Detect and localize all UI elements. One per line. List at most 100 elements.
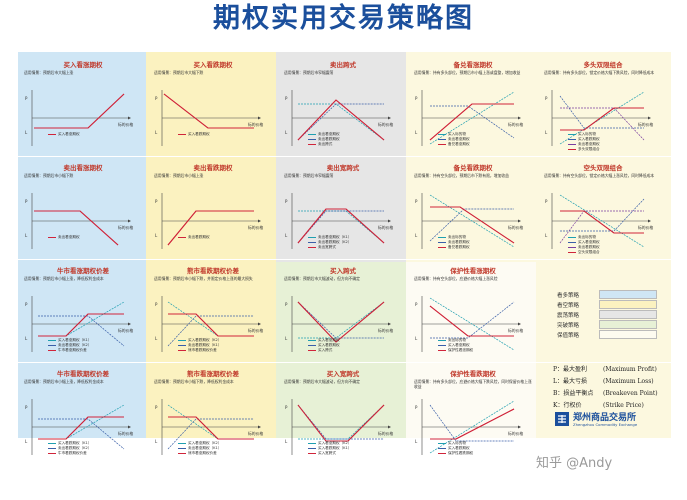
strategy-legend-item: 牛市看涨期权价差 <box>48 348 87 353</box>
row-divider <box>18 259 671 260</box>
legend-line-icon <box>178 447 186 449</box>
legend-line-icon <box>438 452 446 454</box>
axis-l-label: L <box>155 233 158 238</box>
strategy-payoff-line <box>429 305 514 337</box>
legend-label: 买入看涨期权 <box>318 338 340 342</box>
key-swatch <box>599 300 657 309</box>
legend-label: 保护性看涨期权 <box>448 348 474 352</box>
strategy-payoff-line <box>34 210 119 246</box>
axis-x-label: 标的价格 <box>118 225 133 230</box>
strategy-payoff-line <box>38 416 124 440</box>
strategy-description: 适用情景：预期后市小幅下跌，并限定价格上涨的最大损失 <box>154 276 253 281</box>
component-payoff-line <box>297 103 384 141</box>
legend-line-icon <box>568 148 576 150</box>
strategy-short-straddle: P L 标的价格 卖出跨式 适用情景：预期后市窄幅震荡 卖出看涨期权 卖出看跌期权 卖出跨式 <box>278 56 408 152</box>
strategy-legend-item: 买入看跌期权（K1） <box>308 446 351 451</box>
strategy-title: 卖出宽跨式 <box>326 164 360 172</box>
strategy-payoff-line <box>297 99 385 141</box>
legend-label: 卖出看涨期权（K1） <box>188 446 222 450</box>
legend-line-icon <box>308 138 316 140</box>
payoff-diagram: P L 标的价格 <box>155 193 263 249</box>
abbr-en: (Maximum Profit) <box>603 366 657 373</box>
legend-line-icon <box>568 241 576 243</box>
legend-label: 买入标的物 <box>448 132 466 136</box>
strategy-legend-item: 买入看涨期权 <box>438 343 470 348</box>
legend-line-icon <box>568 138 576 140</box>
legend-line-icon <box>308 442 316 444</box>
x-axis-arrow-icon <box>128 322 131 326</box>
strategy-legend-item: 卖出看跌期权 <box>438 240 470 245</box>
strategy-description: 适用情景：持有空头部位，应避价格大幅上涨风险 <box>414 276 498 281</box>
strategy-legend-item: 卖出看涨期权（K2） <box>48 343 91 348</box>
payoff-diagram: P L 标的价格 <box>545 193 653 249</box>
strategy-payoff-line <box>38 416 124 440</box>
key-label: 看多策略 <box>557 293 580 299</box>
legend-label: 买入宽跨式 <box>318 451 336 455</box>
x-axis-arrow-icon <box>388 322 391 326</box>
axis-l-label: L <box>25 336 28 341</box>
strategy-legend-item: 买入看跌期权 <box>178 132 210 137</box>
key-swatch <box>599 320 657 329</box>
legend-label: 卖出看跌期权（K1） <box>188 343 222 347</box>
legend-line-icon <box>438 344 446 346</box>
legend-label: 卖出看涨期权 <box>448 137 470 141</box>
legend-line-icon <box>48 447 56 449</box>
strategy-payoff-line <box>297 301 385 343</box>
legend-line-icon <box>48 236 56 238</box>
component-payoff-line <box>167 301 254 337</box>
strategy-legend-item: 卖出看跌期权（K2） <box>48 446 91 451</box>
abbr-en: (Breakeven Point) <box>603 390 658 397</box>
axis-p-label: P <box>285 199 288 204</box>
legend-line-icon <box>178 452 186 454</box>
strategy-legend-item: 卖出看跌期权（K1） <box>178 343 221 348</box>
strategy-title: 保护性看涨期权 <box>450 267 496 275</box>
axis-x-label: 标的价格 <box>638 225 653 230</box>
axis-p-label: P <box>25 405 28 410</box>
strategy-legend-item: 买入标的物 <box>438 441 466 446</box>
strategy-payoff-line <box>430 408 515 440</box>
strategy-legend-item: 卖出看涨期权 <box>568 142 600 147</box>
axis-x-label: 标的价格 <box>508 431 523 436</box>
abbr-row: L：最大亏损 (Maximum Loss) <box>553 376 673 388</box>
strategy-legend-item: 保护性看涨期权 <box>438 348 473 353</box>
axis-l-label: L <box>545 233 548 238</box>
payoff-diagram: P L 标的价格 <box>25 296 133 352</box>
legend-line-icon <box>308 241 316 243</box>
legend-line-icon <box>438 447 446 449</box>
legend-label: 卖出标的物 <box>448 235 466 239</box>
legend-line-icon <box>568 133 576 135</box>
x-axis-arrow-icon <box>388 116 391 120</box>
payoff-diagram: P L 标的价格 <box>155 296 263 352</box>
x-axis-arrow-icon <box>518 322 521 326</box>
strategy-legend-item: 卖出标的物 <box>438 235 466 240</box>
strategy-description: 适用情景：预期后市大幅下跌 <box>154 70 204 75</box>
payoff-diagram: P L 标的价格 <box>25 90 133 146</box>
axis-l-label: L <box>25 233 28 238</box>
axis-x-label: 标的价格 <box>508 328 523 333</box>
legend-label: 买入看涨期权（K2） <box>318 441 352 445</box>
strategy-legend-item: 买入看跌期权 <box>568 137 600 142</box>
component-payoff-line <box>297 301 384 339</box>
strategy-description: 适用情景：预期后市小幅下跌，降低权利金成本 <box>154 379 234 384</box>
strategy-long-straddle: P L 标的价格 买入跨式 适用情景：预期后市大幅波动，但方向不确定 买入看涨期权 买入看跌… <box>278 262 408 358</box>
strategy-legend-item: 卖出看跌期权 <box>178 235 210 240</box>
strategy-payoff-line <box>560 210 644 234</box>
component-payoff-line <box>297 210 384 244</box>
strategy-legend-item: 多头双限组合 <box>568 147 600 152</box>
strategy-payoff-line <box>168 416 254 440</box>
strategy-legend-item: 备兑看涨期权 <box>438 142 470 147</box>
strategy-title: 卖出跨式 <box>330 61 356 69</box>
legend-label: 买入看跌期权 <box>188 132 210 136</box>
axis-x-label: 标的价格 <box>378 328 393 333</box>
strategy-legend-item: 买入看跌期权 <box>438 446 470 451</box>
legend-label: 买入看涨期权（K1） <box>58 338 92 342</box>
axis-x-label: 标的价格 <box>118 328 133 333</box>
axis-l-label: L <box>285 336 288 341</box>
legend-line-icon <box>178 344 186 346</box>
strategy-title: 买入看涨期权 <box>63 61 103 69</box>
strategy-legend-item: 卖出看跌期权（K2） <box>308 240 351 245</box>
legend-label: 买入看跌期权（K1） <box>58 441 92 445</box>
axis-x-label: 标的价格 <box>118 122 133 127</box>
axis-p-label: P <box>415 199 418 204</box>
strategy-legend-item: 买入看涨期权（K2） <box>178 441 221 446</box>
